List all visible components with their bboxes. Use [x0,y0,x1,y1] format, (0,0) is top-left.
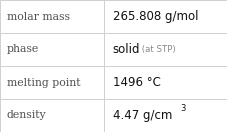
Text: molar mass: molar mass [7,11,69,22]
Text: 4.47 g/cm: 4.47 g/cm [112,109,171,122]
Text: solid: solid [112,43,140,56]
Text: (at STP): (at STP) [138,45,175,54]
Text: 1496 °C: 1496 °C [112,76,160,89]
Text: density: density [7,110,46,121]
Text: melting point: melting point [7,77,80,88]
Text: phase: phase [7,44,39,55]
Text: 265.808 g/mol: 265.808 g/mol [112,10,197,23]
Text: 3: 3 [179,104,185,113]
